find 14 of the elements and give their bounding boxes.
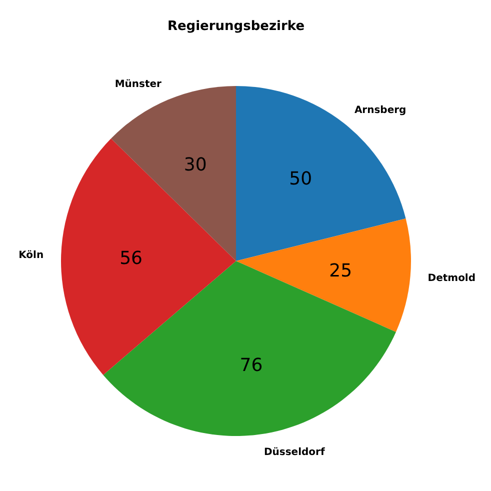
data-label: 76: [240, 355, 263, 376]
pie-slice: [236, 86, 406, 261]
slice-label: Düsseldorf: [264, 446, 326, 458]
slice-label: Köln: [18, 250, 44, 262]
data-label: 50: [289, 168, 312, 190]
pie-slice: [236, 218, 411, 332]
slice-label: Detmold: [428, 273, 476, 284]
chart-title: Regierungsbezirke: [167, 19, 305, 34]
pie-slice: [61, 138, 236, 375]
slice-label: Arnsberg: [354, 104, 406, 116]
data-label: 30: [184, 154, 207, 176]
slice-label: Münster: [114, 79, 162, 90]
data-label: 56: [120, 248, 143, 269]
data-label: 25: [329, 260, 352, 282]
